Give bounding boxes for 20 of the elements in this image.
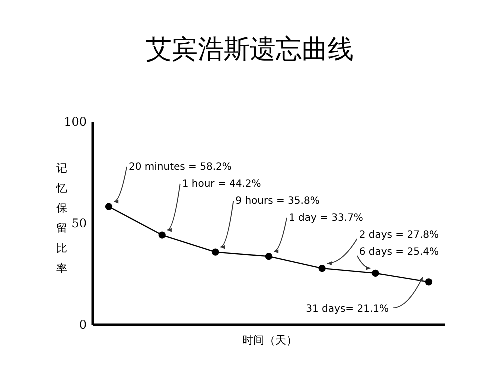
y-axis-title: 记忆保留比率	[56, 162, 68, 275]
point	[318, 265, 326, 272]
data-label: 9 hours = 35.8%	[236, 196, 320, 207]
point	[105, 203, 113, 210]
point	[158, 232, 166, 239]
data-label: 1 day = 33.7%	[289, 213, 364, 224]
y-tick-label: 100	[64, 114, 87, 129]
data-label: 31 days= 21.1%	[306, 304, 389, 316]
x-axis-title: 时间（天）	[242, 334, 298, 347]
point	[372, 270, 380, 277]
y-tick-label: 50	[72, 216, 87, 230]
data-label: 20 minutes = 58.2%	[129, 162, 232, 173]
chart-title: 艾宾浩斯遗忘曲线	[146, 35, 354, 65]
data-label: 2 days = 27.8%	[359, 230, 439, 241]
point	[212, 248, 220, 256]
point	[425, 278, 433, 286]
point	[265, 253, 273, 260]
data-label: 1 hour = 44.2%	[182, 179, 262, 190]
data-label: 6 days = 25.4%	[359, 247, 439, 258]
y-tick-label: 0	[79, 318, 87, 332]
